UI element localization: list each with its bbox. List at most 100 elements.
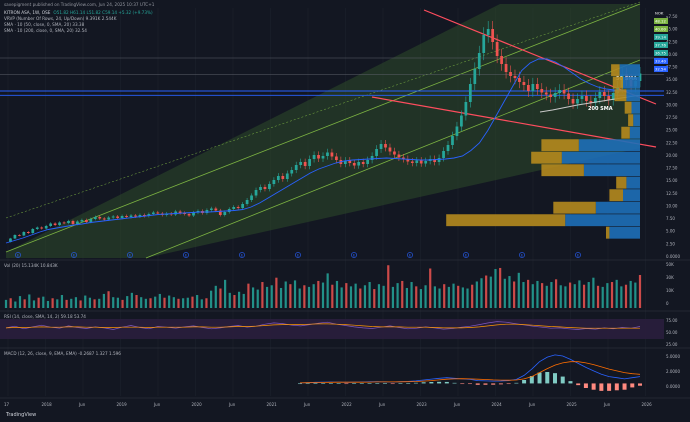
- candle-body: [116, 216, 119, 218]
- volume-pane[interactable]: [4, 265, 642, 308]
- volume-bar: [503, 278, 506, 308]
- earnings-marker-label: E: [577, 254, 579, 258]
- volume-bar: [620, 286, 623, 308]
- candle-body: [84, 220, 88, 222]
- macd-pane[interactable]: [298, 354, 642, 391]
- volume-bar: [70, 298, 73, 308]
- macd-legend[interactable]: MACD (12, 26, close, 9, EMA, EMA) -0.268…: [4, 351, 121, 356]
- volume-bar: [494, 269, 497, 308]
- volume-bar: [564, 286, 567, 308]
- macd-histogram-bar: [367, 383, 372, 384]
- volume-bar: [606, 283, 609, 308]
- volume-bar: [391, 286, 395, 308]
- candle-body: [580, 96, 584, 99]
- y-tick-label: 47.50: [666, 14, 678, 19]
- candle-body: [259, 187, 262, 190]
- volume-bar: [480, 278, 483, 308]
- volume-bar: [265, 286, 269, 308]
- macd-histogram-bar: [460, 383, 465, 385]
- candle-body: [567, 93, 570, 99]
- candle-body: [192, 212, 195, 216]
- volume-bar: [541, 283, 544, 308]
- vrvp-legend[interactable]: VRVP (Number Of Rows, 24, Up/Down) 9.391…: [4, 16, 117, 21]
- vp-bar-down: [621, 126, 630, 139]
- volume-bar: [596, 285, 600, 308]
- candle-body: [352, 163, 356, 166]
- earnings-marker-label: E: [409, 254, 411, 258]
- volume-bar: [116, 297, 119, 308]
- macd-histogram-bar: [553, 373, 557, 384]
- volume-bar: [9, 298, 12, 308]
- price-tag: [654, 66, 668, 72]
- volume-bar: [377, 284, 381, 308]
- macd-histogram-bar: [591, 383, 596, 390]
- x-tick-label: Jun: [378, 402, 386, 407]
- volume-bar: [28, 294, 31, 308]
- volume-bar: [51, 298, 54, 308]
- rsi-sma-line: [5, 323, 640, 329]
- price-tag: [654, 26, 668, 32]
- volume-legend[interactable]: Vol (20) 15.134K 10.843K: [4, 263, 58, 268]
- volume-bar: [182, 298, 185, 308]
- vp-bar-down: [531, 151, 562, 164]
- volume-bar: [84, 295, 87, 308]
- candle-body: [518, 78, 521, 82]
- volume-bar: [60, 295, 64, 308]
- volume-bar: [573, 284, 576, 308]
- candle-body: [384, 144, 387, 148]
- price-tag: [654, 42, 668, 48]
- volume-bar: [293, 280, 297, 308]
- macd-histogram-bar: [630, 383, 635, 388]
- candle-body: [513, 76, 517, 78]
- price-tag: [654, 34, 668, 40]
- volume-bar: [18, 296, 22, 308]
- ticker[interactable]: KITRON ASA, 1W, OSE: [4, 10, 51, 15]
- y-tick-label: 25.00: [666, 128, 678, 133]
- volume-bar: [46, 300, 50, 308]
- earnings-marker: [239, 252, 245, 258]
- candle-body: [589, 101, 593, 103]
- earnings-marker-label: E: [129, 254, 131, 258]
- price-tag: [654, 50, 668, 56]
- volume-bar: [289, 284, 292, 308]
- volume-bar: [135, 295, 138, 308]
- vp-bar-down: [628, 114, 634, 127]
- candle-body: [294, 165, 298, 170]
- candle-body: [522, 82, 526, 85]
- rsi-legend[interactable]: RSI (14, close, SMA, 14, 2) 59.18 53.74: [4, 314, 86, 319]
- sma50-legend[interactable]: SMA · 10 (50, close, 0, SMA, 20) 33.38: [4, 22, 85, 27]
- volume-bar: [233, 295, 236, 308]
- macd-histogram-bar: [638, 383, 642, 386]
- volume-bar: [326, 273, 329, 308]
- volume-bar: [214, 285, 217, 308]
- volume-bar: [154, 296, 157, 308]
- vp-bar-down: [446, 214, 566, 227]
- macd-histogram-bar: [622, 383, 627, 390]
- y-tick-label: 27.50: [666, 115, 678, 120]
- volume-bar: [415, 286, 418, 308]
- candle-body: [491, 29, 495, 42]
- volume-bar: [172, 297, 175, 308]
- volume-bar: [610, 282, 614, 308]
- candle-body: [553, 93, 557, 97]
- candle-body: [129, 215, 133, 217]
- macd-histogram-bar: [313, 383, 318, 384]
- volume-tick-label: 50K: [666, 262, 674, 267]
- rsi-pane[interactable]: [0, 319, 664, 339]
- volume-bar: [168, 295, 171, 308]
- volume-tick-label: 10K: [666, 288, 674, 293]
- sma200-legend[interactable]: SMA · 10 (200, close, 0, SMA, 20) 32.54: [4, 28, 87, 33]
- candle-body: [285, 173, 289, 179]
- y-tick-label: 0.0000: [666, 254, 680, 259]
- volume-bar: [140, 297, 143, 308]
- candle-body: [245, 200, 249, 204]
- candle-body: [317, 155, 320, 159]
- candle-body: [22, 232, 26, 236]
- candle-body: [138, 215, 142, 217]
- candle-body: [509, 72, 512, 76]
- macd-histogram-bar: [607, 383, 612, 391]
- volume-bar: [582, 284, 586, 308]
- macd-histogram-bar: [522, 380, 527, 384]
